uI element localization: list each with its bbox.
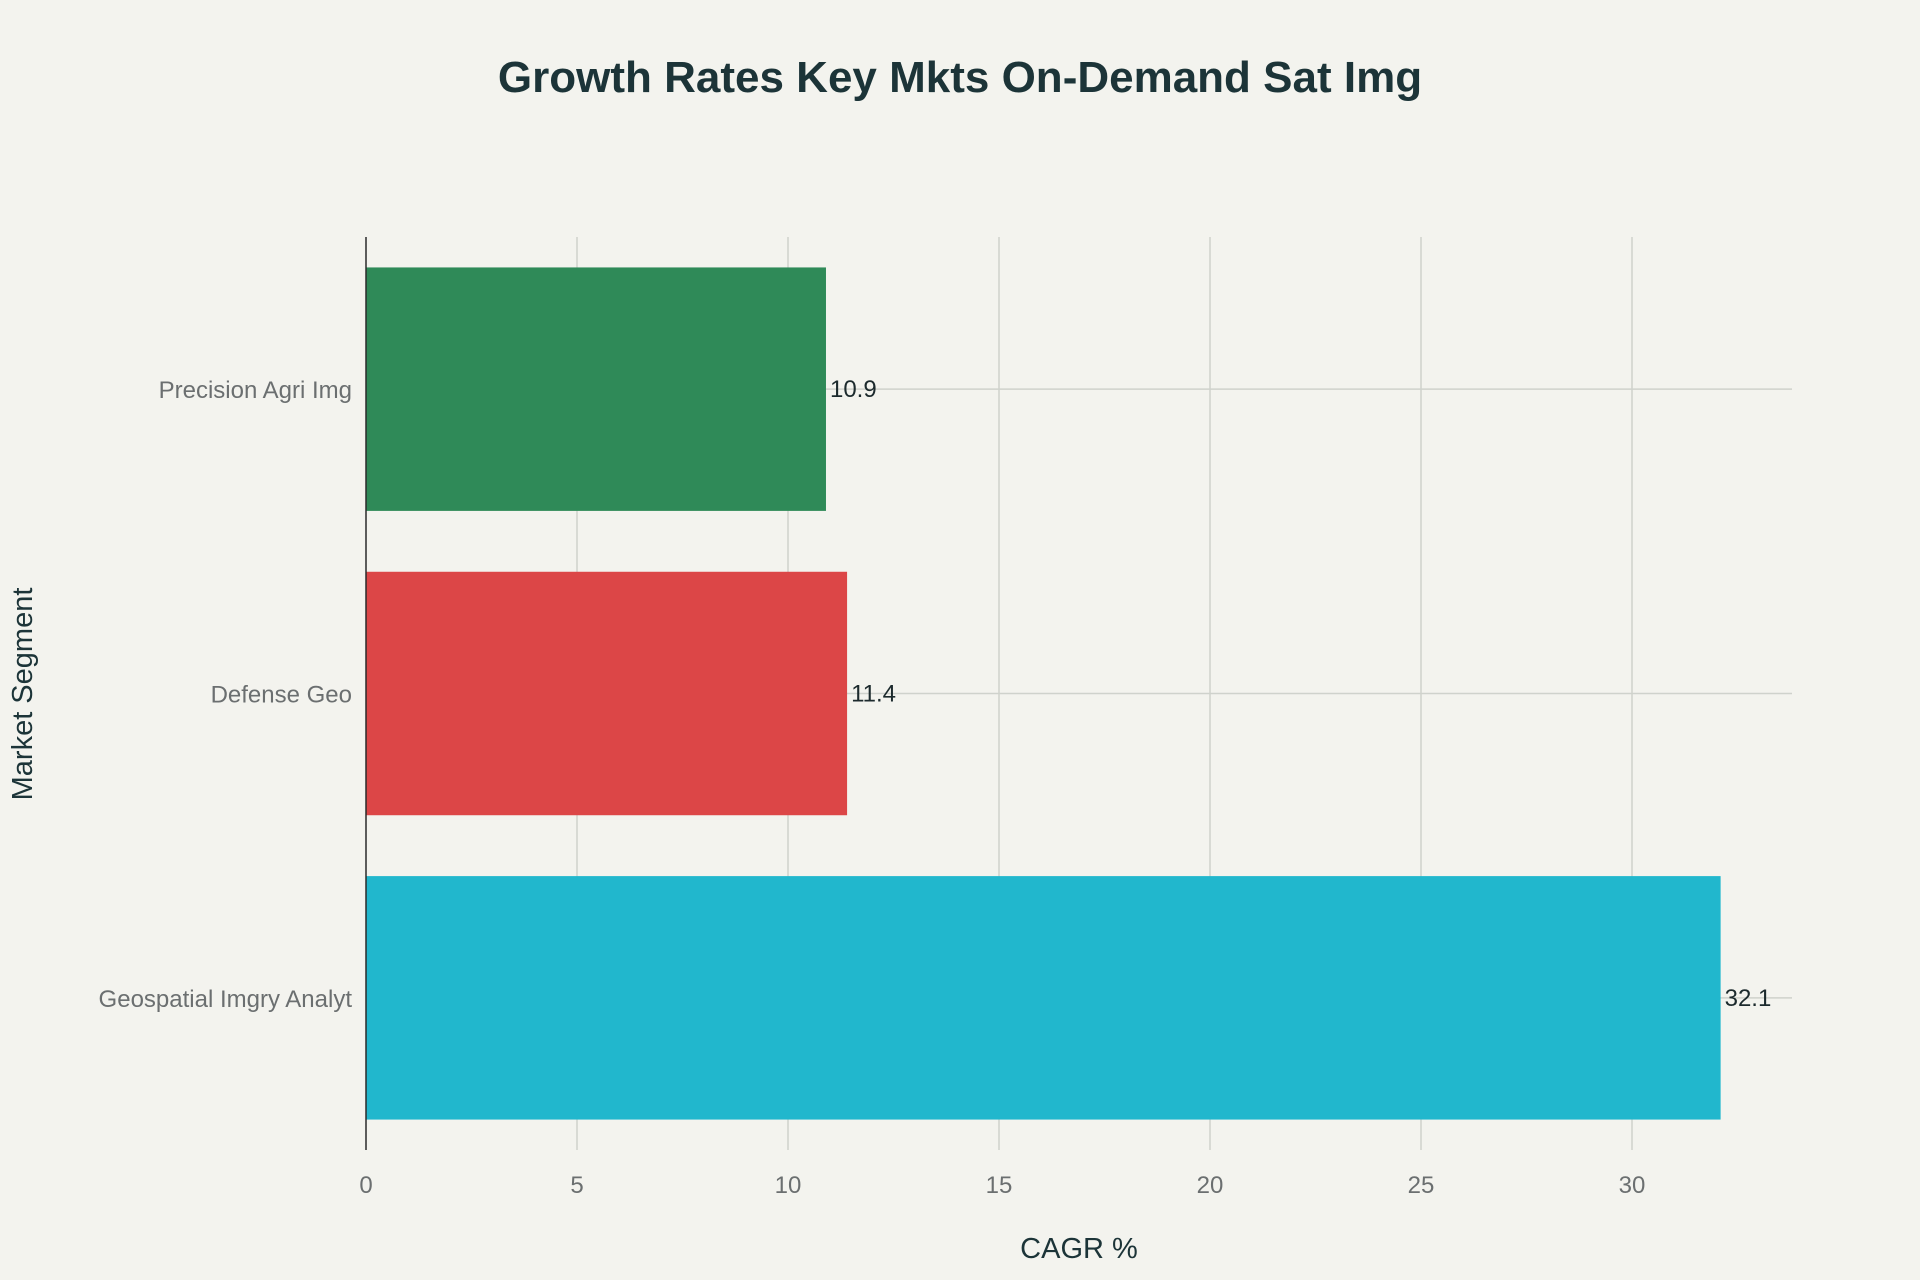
y-tick-label: Defense Geo <box>211 682 352 709</box>
y-tick-label: Geospatial Imgry Analyt <box>99 986 353 1013</box>
data-label: 10.9 <box>830 376 877 403</box>
data-label: 11.4 <box>851 681 896 708</box>
x-tick-label: 5 <box>570 1172 583 1199</box>
x-tick-label: 25 <box>1408 1172 1435 1199</box>
bars <box>366 267 1721 1120</box>
bar <box>366 571 848 816</box>
data-labels: 32.1 11.4 10.9 <box>830 376 1771 1012</box>
x-axis-title: CAGR % <box>1020 1233 1138 1265</box>
x-tick-label: 0 <box>359 1172 372 1199</box>
x-tick-label: 10 <box>775 1172 802 1199</box>
bar <box>366 876 1721 1120</box>
x-tick-label: 30 <box>1619 1172 1646 1199</box>
x-tick-labels: 0 5 10 15 20 25 30 <box>359 1172 1645 1199</box>
x-tick-label: 20 <box>1197 1172 1224 1199</box>
y-tick-label: Precision Agri Img <box>159 377 352 404</box>
y-axis-title: Market Segment <box>7 588 39 801</box>
bar <box>366 267 826 511</box>
y-tick-labels: Geospatial Imgry Analyt Defense Geo Precis… <box>99 377 353 1013</box>
x-tick-label: 15 <box>986 1172 1013 1199</box>
chart-title: Growth Rates Key Mkts On-Demand Sat Img <box>498 53 1422 102</box>
data-label: 32.1 <box>1725 985 1772 1012</box>
